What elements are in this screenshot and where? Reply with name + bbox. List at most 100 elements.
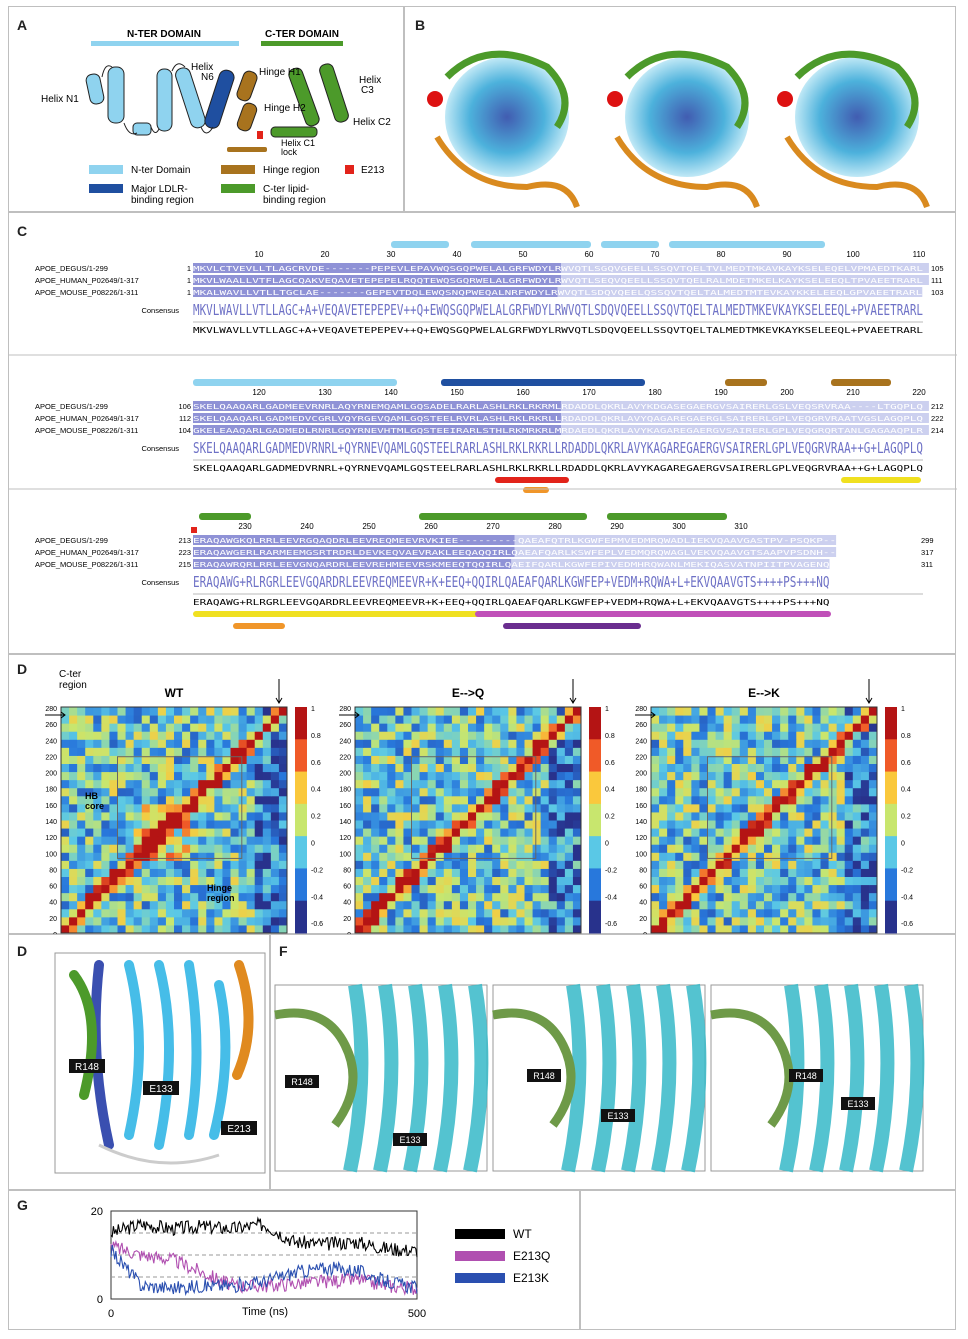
hinge-region-label-a: Hinge — [207, 883, 232, 893]
ruler-tick: 40 — [453, 250, 462, 259]
structure-model-e213q — [607, 50, 760, 209]
y-tick: 140 — [339, 819, 351, 826]
y-tick: 120 — [339, 835, 351, 842]
conservation-shading — [193, 535, 515, 545]
structure-bar — [607, 513, 727, 520]
hinge-h1-label: Hinge H1 — [259, 67, 301, 78]
panel-d-structure: D R148 E133 E213 — [8, 934, 270, 1190]
sequence-start: 1 — [187, 264, 191, 273]
r148-label: R148 — [795, 1071, 817, 1081]
y-tick: 280 — [339, 706, 351, 713]
sequence-end: 103 — [931, 288, 944, 297]
y-tick: 80 — [343, 867, 351, 874]
region-bar — [475, 611, 831, 617]
sequence-start: 104 — [178, 426, 191, 435]
sequence-end: 299 — [921, 536, 934, 545]
legend-swatch-ldlr — [89, 184, 123, 193]
r148-label-box — [527, 1069, 561, 1082]
y-tick: 80 — [639, 867, 647, 874]
arrow-icon — [45, 711, 66, 719]
ruler-tick: 230 — [238, 522, 252, 531]
y-tick: 80 — [49, 867, 57, 874]
consensus-sequence: SKELQAAQARLGADMEDVRNRL+QYRNEVQAMLGQSTEEL… — [193, 464, 924, 473]
region-bar — [841, 477, 921, 483]
y-tick: 220 — [635, 754, 647, 761]
y-tick: 20 — [49, 916, 57, 923]
helix-n6 — [204, 69, 235, 129]
y-tick: 260 — [635, 722, 647, 729]
ruler-tick: 160 — [516, 388, 530, 397]
conservation-shading — [511, 559, 830, 569]
conservation-shading — [193, 287, 558, 297]
e133-label-box — [841, 1097, 875, 1110]
helix-n6-label-b: N6 — [201, 72, 214, 83]
series-line-WT — [110, 1216, 418, 1258]
legend-label-ldlr-a: Major LDLR- — [131, 184, 188, 195]
y-tick: 0 — [53, 932, 57, 935]
ruler-tick: 170 — [582, 388, 596, 397]
salt-bridge-closeups: R148 E133 R148 E133 R148 E133 — [274, 983, 925, 1173]
e213-marker — [191, 527, 197, 533]
heatmap-title: WT — [165, 686, 184, 700]
nter-helices — [85, 63, 235, 136]
structure-bar — [419, 513, 587, 520]
sequence-name: APOE_MOUSE_P08226/1-311 — [35, 426, 138, 435]
region-bar — [495, 477, 569, 483]
nter-loops — [101, 63, 214, 135]
cter-domain-label: C-TER DOMAIN — [265, 29, 339, 40]
cter-domain-bar — [261, 41, 343, 46]
sequence-residues: MKVLWAALLVTFLAGCQAKVEQAVETEPEPELRQQTEWQS… — [193, 276, 923, 285]
legend-swatch-e213k — [455, 1273, 505, 1283]
structure-bar — [601, 241, 659, 248]
panel-empty — [580, 1190, 956, 1330]
heatmap-2: E-->K28026024022020018016014012010080604… — [635, 679, 913, 935]
hinge-region-label-b: region — [207, 893, 235, 903]
conservation-shading — [193, 425, 561, 435]
y-tick: 160 — [339, 803, 351, 810]
series-line-E213K — [110, 1244, 418, 1297]
e133-label: E133 — [399, 1135, 420, 1145]
colorbar-tick: -0.4 — [901, 894, 913, 901]
sequence-residues: MKVLCTVEVLLTLAGCRVDE-------PEPEVLEPAVWQS… — [193, 264, 923, 273]
structure-model-wt — [427, 50, 580, 209]
panel-a: A N-TER DOMAIN C-TER DOMAIN Helix N1 Hel… — [8, 6, 404, 212]
y-tick: 40 — [639, 900, 647, 907]
legend-swatch-hinge — [221, 165, 255, 174]
y-tick: 20 — [639, 916, 647, 923]
y-tick: 20 — [343, 916, 351, 923]
panel-label: C — [17, 223, 28, 239]
panel-label: D — [17, 943, 28, 959]
arrow-icon — [865, 679, 873, 704]
helix-n2 — [107, 66, 125, 124]
colorbar-tick: -0.6 — [605, 921, 617, 928]
panel-label: D — [17, 661, 28, 677]
helix-n4 — [156, 68, 173, 132]
hinge-h2-label: Hinge H2 — [264, 103, 306, 114]
apoe-topology-diagram: N-TER DOMAIN C-TER DOMAIN Helix N1 Helix… — [41, 29, 391, 206]
y-tick: 240 — [635, 738, 647, 745]
colorbar-tick: -0.4 — [311, 894, 323, 901]
colorbar-tick: 0.2 — [311, 814, 321, 821]
consensus-logo: MKVLWAVLLVTLLAGC+A+VEQAVETEPEPEV++Q+EWQS… — [193, 301, 923, 319]
panel-label: B — [415, 17, 426, 33]
structure-bar — [441, 379, 645, 386]
legend-swatch-lipid — [221, 184, 255, 193]
conservation-shading — [193, 263, 561, 273]
legend-label-nter: N-ter Domain — [131, 165, 190, 176]
conservation-shading — [560, 263, 929, 273]
conservation-shading — [514, 535, 837, 545]
sequence-residues: ERAQAWGERLRARMEEMGSRTRDRLDEVKEQVAEVRAKLE… — [193, 548, 836, 557]
panel-a-legend: N-ter Domain Hinge region E213 Major LDL… — [89, 165, 385, 206]
conservation-shading — [193, 413, 561, 423]
helix-n6-label-a: Helix — [191, 62, 213, 73]
ruler-tick: 280 — [548, 522, 562, 531]
hb-core-label-b: core — [85, 801, 104, 811]
structure-bar — [193, 379, 397, 386]
alignment-block: 230 240 250 260 270 280 290 300 310 APOE_DEGUS/1-… — [9, 488, 957, 629]
sequence-name: APOE_HUMAN_P02649/1-317 — [35, 414, 139, 423]
sequence-residues: SKELQAAQARLGADMEDVCGRLVQYRGEVQAMLGQSTEEL… — [193, 414, 923, 423]
sequence-start: 215 — [178, 560, 191, 569]
consensus-label: Consensus — [141, 306, 179, 315]
sequence-residues: ERAQAWRQRLRRLEEVGNQARDRLEEVREHMEEVRSKMEE… — [193, 560, 829, 569]
legend-swatch-nter — [89, 165, 123, 174]
